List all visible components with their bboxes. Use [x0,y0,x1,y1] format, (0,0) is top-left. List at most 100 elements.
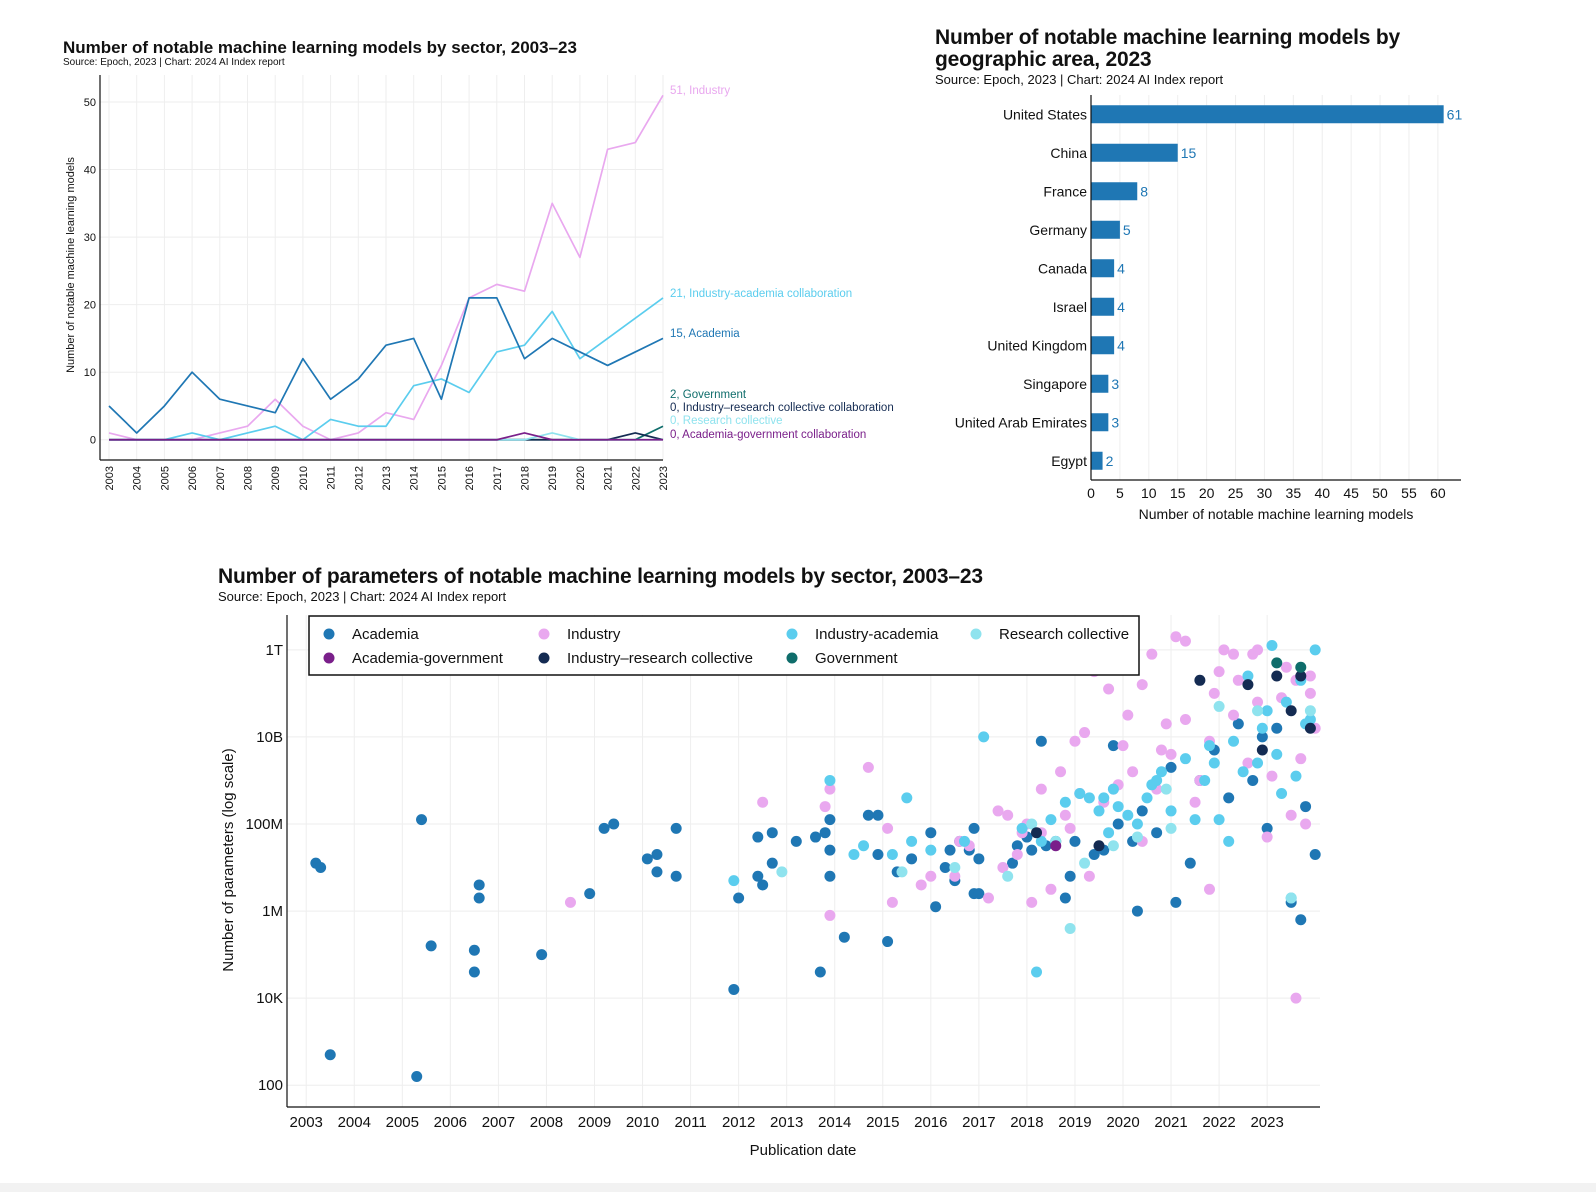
geo-chart-title: Number of notable machine learning model… [935,27,1400,71]
params-point [1007,857,1019,869]
params-legend-label: Academia [352,626,419,643]
params-point [925,844,937,856]
sector-series-line-2 [108,297,664,434]
params-point [1271,748,1283,760]
sector-x-tick-label: 2021 [603,466,615,490]
params-point [1223,835,1235,847]
params-point [968,822,980,834]
sector-x-tick-label: 2006 [187,466,199,490]
geo-bar-value-label: 3 [1111,376,1119,392]
params-point [1295,661,1307,673]
geo-category-label: France [1043,183,1087,199]
params-point [992,805,1004,817]
params-point [1026,896,1038,908]
sector-series-line-0 [108,94,664,441]
geo-x-tick-label: 0 [1087,485,1095,501]
params-point [1242,670,1254,682]
params-point [1309,644,1321,656]
params-point [1199,774,1211,786]
geo-category-label: Canada [1038,260,1087,276]
params-legend-label: Academia-government [352,650,504,667]
sector-y-tick-label: 10 [84,367,96,379]
params-point [1179,635,1191,647]
params-chart-title: Number of parameters of notable machine … [218,565,983,588]
params-point [1276,788,1288,800]
params-point [1242,679,1254,691]
bottom-strip [0,1183,1596,1192]
params-point [824,870,836,882]
params-x-tick-label: 2019 [1058,1114,1091,1131]
sector-x-tick-label: 2019 [547,466,559,490]
geo-chart-title-line-2: geographic area, 2023 [935,48,1152,71]
sector-chart-source: Source: Epoch, 2023 | Chart: 2024 AI Ind… [63,57,285,68]
params-point [824,844,836,856]
geo-x-tick-label: 45 [1343,485,1359,501]
geo-x-tick-label: 50 [1372,485,1388,501]
geo-bar-value-label: 4 [1117,337,1125,353]
params-point [1093,805,1105,817]
geo-bar-value-label: 4 [1117,260,1125,276]
params-point [1002,809,1014,821]
params-legend-label: Research collective [999,626,1129,643]
params-point [1122,809,1134,821]
params-point [1223,792,1235,804]
params-point [872,809,884,821]
geo-category-label: Egypt [1051,453,1087,469]
params-point [1309,848,1321,860]
geo-bar-value-label: 4 [1117,299,1125,315]
sector-x-tick-label: 2009 [270,466,282,490]
sector-series-line-1 [109,297,664,441]
params-point [1203,883,1215,895]
geo-x-tick-label: 40 [1314,485,1330,501]
params-point [1160,783,1172,795]
params-point [473,892,485,904]
params-point [1189,796,1201,808]
params-points [310,631,1321,1083]
sector-x-tick-label: 2008 [243,466,255,490]
params-point [1271,722,1283,734]
params-point [416,814,428,826]
params-point [1059,796,1071,808]
params-point [1304,713,1316,725]
params-point [1035,783,1047,795]
params-legend: Academia Industry Industry-academia Researc… [308,615,1140,676]
geo-x-tick-label: 25 [1228,485,1244,501]
params-y-tick-label: 10B [256,729,283,746]
params-point [1117,740,1129,752]
params-point [1155,766,1167,778]
params-point [1252,696,1264,708]
params-point [1285,809,1297,821]
sector-series-label: 51, Industry [670,85,730,97]
geo-x-axis-label: Number of notable machine learning model… [1139,506,1414,522]
sector-series-label: 21, Industry-academia collaboration [670,288,852,300]
params-point [882,936,894,948]
params-point [886,848,898,860]
params-point [1107,840,1119,852]
geo-bar-value-label: 2 [1106,453,1114,469]
geo-x-tick-label: 35 [1286,485,1302,501]
params-point [1011,848,1023,860]
sector-series-line-6 [109,432,663,441]
params-point [1035,835,1047,847]
params-point [1232,718,1244,730]
params-point [1203,740,1215,752]
params-point [1261,822,1273,834]
params-point [978,731,990,743]
geo-chart-source: Source: Epoch, 2023 | Chart: 2024 AI Ind… [935,72,1224,87]
params-point [862,761,874,773]
sector-x-tick-label: 2020 [575,466,587,490]
params-point [1045,814,1057,826]
params-legend-box [308,615,1140,676]
params-point [810,831,822,843]
geo-category-label: United Arab Emirates [955,414,1087,430]
params-point [862,809,874,821]
params-point [598,822,610,834]
params-point [757,879,769,891]
params-point [1271,657,1283,669]
sector-x-tick-label: 2003 [104,466,116,490]
sector-x-tick-label: 2015 [436,466,448,490]
params-x-tick-label: 2007 [482,1114,515,1131]
geo-x-tick-label: 55 [1401,485,1417,501]
params-point [973,888,985,900]
